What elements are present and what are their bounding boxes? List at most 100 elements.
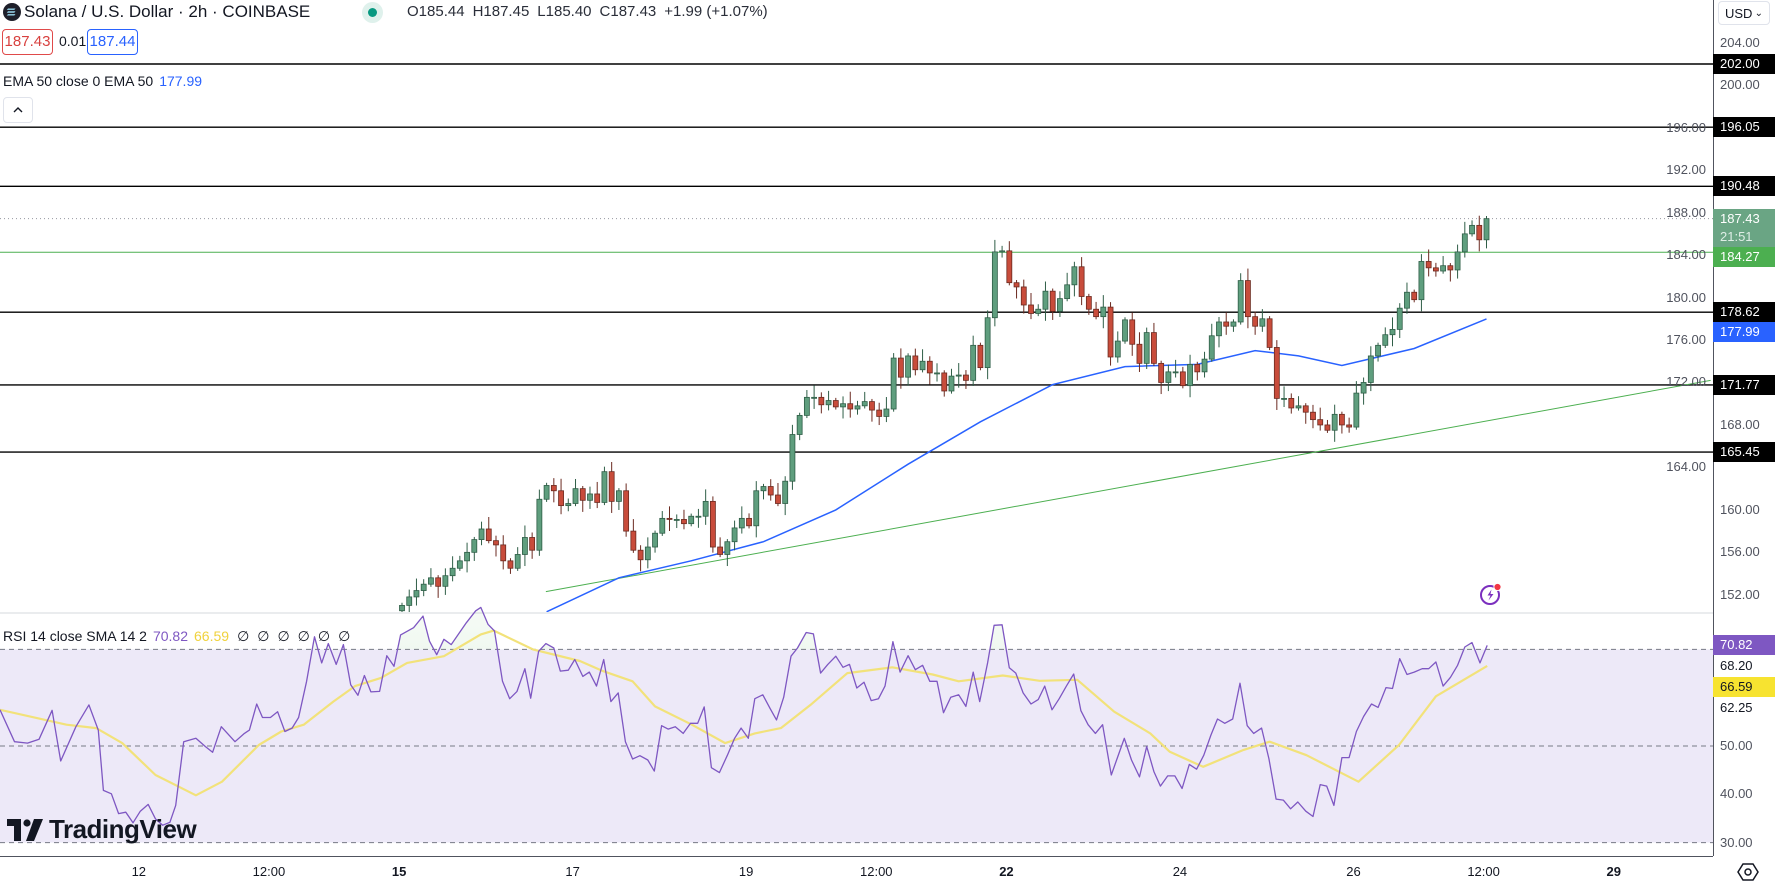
candle bbox=[963, 370, 969, 389]
candle bbox=[1100, 295, 1107, 329]
price-tick-label: 156.00 bbox=[1720, 544, 1760, 560]
candle bbox=[1223, 312, 1230, 335]
ema-legend[interactable]: EMA 50 close 0 EMA 50 177.99 bbox=[3, 73, 202, 89]
time-tick-label: 17 bbox=[565, 864, 580, 879]
chevron-up-icon bbox=[13, 107, 23, 113]
ema-legend-value: 177.99 bbox=[159, 73, 203, 89]
candle bbox=[456, 555, 463, 571]
support-price-badge: 184.27 bbox=[1713, 246, 1775, 267]
candle-body-down bbox=[623, 490, 630, 532]
market-status-icon[interactable] bbox=[362, 2, 383, 23]
currency-dropdown[interactable]: USD ⌄ bbox=[1718, 1, 1770, 25]
candle bbox=[1440, 256, 1447, 274]
candle-body-down bbox=[493, 540, 499, 546]
candle-body-down bbox=[1447, 265, 1454, 271]
tradingview-logo[interactable]: TradingView bbox=[7, 814, 197, 845]
candle bbox=[1288, 393, 1295, 414]
candle-body-up bbox=[948, 375, 955, 392]
ema-legend-label: EMA 50 close 0 EMA 50 bbox=[3, 73, 154, 89]
time-tick-label: 15 bbox=[391, 864, 407, 879]
ohlc-readout: O185.44 H187.45 L185.40 C187.43 +1.99 (+1.07… bbox=[407, 3, 768, 20]
candle-body-up bbox=[601, 471, 608, 503]
candle-body-down bbox=[767, 486, 774, 496]
candle bbox=[1064, 272, 1071, 302]
candle bbox=[753, 481, 760, 538]
candle bbox=[1237, 273, 1244, 325]
candle bbox=[1281, 386, 1287, 408]
candle bbox=[854, 400, 861, 415]
candle bbox=[630, 519, 637, 553]
candle bbox=[760, 483, 767, 500]
candle bbox=[572, 478, 579, 507]
collapse-legend-button[interactable] bbox=[3, 97, 33, 123]
candle bbox=[702, 489, 709, 525]
candle bbox=[500, 535, 507, 570]
candle bbox=[919, 349, 926, 373]
time-tick-label: 12:00 bbox=[860, 864, 893, 879]
candle bbox=[1331, 404, 1338, 442]
candle bbox=[1259, 309, 1266, 332]
rsi-extra-value: ∅ bbox=[297, 628, 310, 644]
close-label: C bbox=[599, 3, 611, 20]
candle-body-up bbox=[984, 317, 991, 369]
candle-body-up bbox=[753, 490, 760, 527]
candle-body-down bbox=[926, 360, 933, 374]
candle bbox=[514, 547, 521, 571]
candle bbox=[659, 511, 666, 536]
open-value: 185.44 bbox=[418, 3, 465, 20]
current-price-badge[interactable]: 187.43 21:51 bbox=[1713, 208, 1775, 247]
price-tick-label: 196.00 bbox=[1666, 119, 1706, 135]
candle-body-up bbox=[919, 360, 926, 371]
ema-price-badge: 177.99 bbox=[1713, 322, 1775, 343]
sell-button[interactable]: 187.43 bbox=[2, 29, 53, 55]
candle bbox=[912, 348, 919, 376]
candle-body-up bbox=[565, 503, 572, 507]
ascending-trendline bbox=[545, 379, 1711, 593]
candle-body-down bbox=[775, 494, 781, 504]
price-axis[interactable] bbox=[1713, 0, 1776, 856]
candle bbox=[1194, 361, 1201, 381]
candle-body-up bbox=[449, 567, 456, 577]
candle bbox=[681, 509, 687, 530]
candle bbox=[1201, 351, 1208, 378]
candle-body-up bbox=[456, 560, 463, 569]
candle-body-down bbox=[847, 403, 854, 410]
symbol-title[interactable]: Solana / U.S. Dollar · 2h · COINBASE bbox=[24, 2, 311, 21]
candle bbox=[623, 483, 630, 537]
candle-body-down bbox=[963, 374, 969, 381]
price-tick-label: 152.00 bbox=[1720, 586, 1760, 602]
candle-body-down bbox=[1339, 413, 1345, 426]
candle-body-up bbox=[840, 403, 846, 408]
price-tick-label: 188.00 bbox=[1666, 204, 1706, 220]
settings-hexagon-icon[interactable] bbox=[1736, 861, 1760, 883]
lightning-alert-icon[interactable] bbox=[1478, 581, 1504, 607]
candle bbox=[449, 556, 456, 582]
rsi-legend[interactable]: RSI 14 close SMA 14 2 70.82 66.59 ∅ ∅ ∅ ∅ ∅ ∅ bbox=[3, 628, 350, 645]
candle-body-up bbox=[1042, 290, 1049, 310]
rsi-axis-label: 68.20 bbox=[1720, 658, 1753, 674]
bar-countdown: 21:51 bbox=[1720, 228, 1753, 244]
candle-body-up bbox=[1295, 405, 1302, 409]
candle-body-up bbox=[652, 532, 658, 548]
level-price-badge: 178.62 bbox=[1713, 302, 1775, 323]
candle bbox=[738, 506, 745, 534]
rsi-sma-line bbox=[0, 629, 1488, 797]
candle-body-down bbox=[1006, 250, 1013, 284]
candle bbox=[847, 391, 854, 418]
candle bbox=[1317, 407, 1324, 431]
price-tick-label: 204.00 bbox=[1720, 34, 1760, 50]
candle bbox=[1346, 417, 1353, 433]
candle-body-down bbox=[1317, 419, 1324, 426]
candle-body-up bbox=[587, 493, 593, 501]
chart-canvas[interactable] bbox=[0, 0, 1713, 856]
candle-body-up bbox=[1396, 307, 1403, 330]
candle-body-down bbox=[1432, 267, 1439, 272]
candle bbox=[1454, 244, 1461, 279]
candle-body-up bbox=[991, 251, 998, 319]
candle bbox=[565, 498, 572, 512]
time-axis[interactable] bbox=[0, 856, 1713, 887]
buy-button[interactable]: 187.44 bbox=[87, 29, 138, 55]
candle bbox=[1107, 302, 1114, 366]
level-price-badge: 190.48 bbox=[1713, 176, 1775, 197]
candle-body-down bbox=[818, 396, 825, 406]
